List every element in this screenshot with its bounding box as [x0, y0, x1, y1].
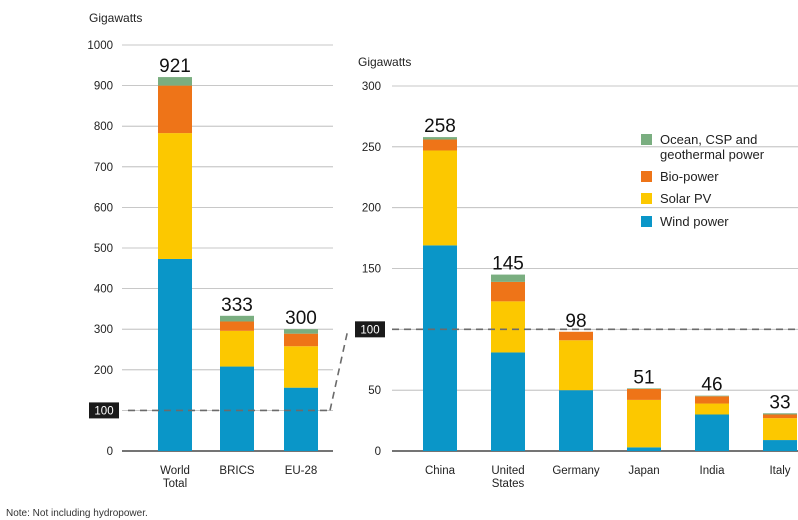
footnote: Note: Not including hydropower.	[6, 508, 148, 519]
legend-swatch	[641, 134, 652, 145]
bar-total-label: 258	[424, 116, 456, 137]
x-category-label: Total	[163, 478, 187, 490]
bar-segment-bio-power	[627, 388, 661, 400]
legend-swatch	[641, 171, 652, 182]
bar-segment-ocean-csp-and-geothermal-power	[627, 388, 661, 389]
bar-total-label: 98	[565, 311, 586, 332]
y-tick-label: 800	[94, 121, 113, 133]
legend-label: Solar PV	[660, 191, 712, 206]
bar-segment-ocean-csp-and-geothermal-power	[763, 413, 797, 415]
bar-segment-solar-pv	[220, 330, 254, 367]
legend-swatch	[641, 193, 652, 204]
bar-segment-wind-power	[423, 245, 457, 451]
bar-segment-wind-power	[695, 414, 729, 451]
bar-segment-wind-power	[627, 447, 661, 451]
x-category-label: Japan	[628, 465, 659, 477]
bar-total-label: 145	[492, 254, 524, 275]
y-tick-label: 300	[94, 324, 113, 336]
y-tick-label: 400	[94, 284, 113, 296]
y-tick-label: 900	[94, 81, 113, 93]
legend-label: Wind power	[660, 214, 729, 229]
bar-segment-wind-power	[559, 390, 593, 451]
bar-total-label: 921	[159, 56, 191, 77]
x-category-label: BRICS	[219, 465, 254, 477]
bar-total-label: 33	[769, 392, 790, 413]
bar-total-label: 51	[633, 367, 654, 388]
bar-segment-solar-pv	[763, 418, 797, 441]
bar-segment-ocean-csp-and-geothermal-power	[695, 395, 729, 397]
y-tick-label: 200	[94, 365, 113, 377]
bar-segment-bio-power	[695, 396, 729, 404]
bar-segment-solar-pv	[284, 346, 318, 388]
legend-label: Ocean, CSP and	[660, 132, 757, 147]
y-tick-label: 600	[94, 202, 113, 214]
bar-segment-solar-pv	[423, 150, 457, 246]
y-axis-title-1: Gigawatts	[89, 11, 142, 25]
y-tick-label: 0	[107, 446, 113, 458]
x-category-label: World	[160, 465, 190, 477]
y-axis-title-2: Gigawatts	[358, 55, 411, 69]
reference-label: 100	[94, 405, 113, 417]
reference-label-box	[89, 402, 119, 419]
bar-segment-solar-pv	[627, 399, 661, 448]
bar-segment-bio-power	[559, 331, 593, 341]
bar-segment-wind-power	[158, 258, 192, 451]
x-category-label: United	[491, 465, 524, 477]
bar-segment-wind-power	[763, 440, 797, 451]
bar-segment-bio-power	[423, 139, 457, 151]
bar-segment-solar-pv	[491, 301, 525, 353]
y-tick-label: 700	[94, 162, 113, 174]
reference-label-box	[355, 321, 385, 338]
y-tick-label: 0	[375, 446, 381, 458]
bar-segment-bio-power	[220, 321, 254, 331]
y-tick-label: 1000	[87, 40, 113, 52]
legend-swatch	[641, 216, 652, 227]
y-tick-label: 300	[362, 81, 381, 93]
bar-segment-bio-power	[284, 333, 318, 347]
bar-segment-ocean-csp-and-geothermal-power	[158, 77, 192, 86]
bar-segment-bio-power	[491, 281, 525, 302]
bar-segment-wind-power	[220, 366, 254, 451]
bar-segment-wind-power	[284, 387, 318, 451]
bar-segment-bio-power	[158, 85, 192, 134]
bar-total-label: 333	[221, 295, 253, 316]
bar-total-label: 300	[285, 308, 317, 329]
y-tick-label: 500	[94, 243, 113, 255]
x-category-label: States	[492, 478, 525, 490]
legend-label: geothermal power	[660, 147, 765, 162]
bar-segment-bio-power	[763, 414, 797, 419]
x-category-label: China	[425, 465, 456, 477]
reference-connector	[329, 329, 349, 411]
y-tick-label: 250	[362, 142, 381, 154]
bar-segment-solar-pv	[559, 340, 593, 391]
y-tick-label: 200	[362, 203, 381, 215]
legend-label: Bio-power	[660, 169, 719, 184]
reference-label: 100	[360, 324, 379, 336]
y-tick-label: 50	[368, 385, 381, 397]
bar-segment-ocean-csp-and-geothermal-power	[491, 274, 525, 282]
x-category-label: Italy	[769, 465, 790, 477]
bar-segment-wind-power	[491, 352, 525, 451]
x-category-label: India	[700, 465, 726, 477]
x-category-label: EU-28	[285, 465, 318, 477]
bar-segment-ocean-csp-and-geothermal-power	[284, 329, 318, 334]
y-tick-label: 150	[362, 264, 381, 276]
bar-segment-ocean-csp-and-geothermal-power	[423, 137, 457, 140]
bar-segment-solar-pv	[695, 403, 729, 415]
bar-segment-solar-pv	[158, 133, 192, 259]
bar-segment-ocean-csp-and-geothermal-power	[220, 315, 254, 322]
bar-total-label: 46	[701, 375, 722, 396]
x-category-label: Germany	[552, 465, 600, 477]
